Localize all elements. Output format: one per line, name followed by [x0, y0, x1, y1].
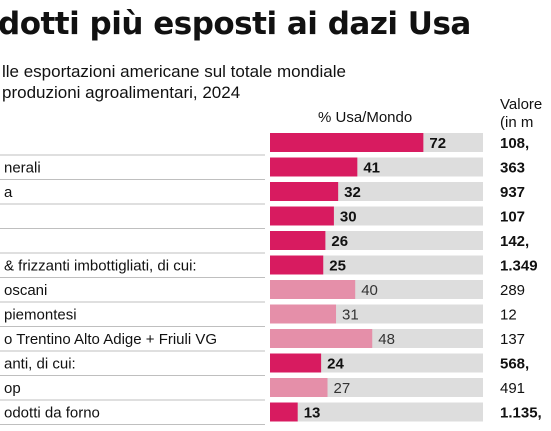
export-value: 491 [500, 380, 525, 397]
category-label: piemontesi [4, 307, 77, 324]
export-value: 108, [500, 135, 529, 152]
category-label: oscani [4, 282, 47, 299]
category-label: op [4, 380, 21, 397]
bar-value-label: 41 [363, 160, 380, 177]
bar-track [270, 402, 483, 422]
bar-value-label: 25 [329, 258, 346, 275]
percent-column-header: % Usa/Mondo [318, 109, 413, 126]
export-value: 568, [500, 356, 529, 373]
export-value: 363 [500, 160, 525, 177]
export-value: 289 [500, 282, 525, 299]
bar [270, 280, 356, 299]
bar [270, 231, 326, 250]
bar-value-label: 26 [331, 233, 348, 250]
value-column-header-line-2: (in m [500, 114, 534, 131]
bar-value-label: 27 [334, 380, 351, 397]
category-label: anti, di cui: [4, 356, 76, 373]
bar [270, 206, 334, 226]
export-value: 142, [500, 233, 529, 250]
category-label: & frizzanti imbottigliati, di cui: [4, 258, 197, 275]
subtitle-line-1: lle esportazioni americane sul totale mo… [2, 62, 346, 81]
value-column-header-line-1: Valore [500, 96, 543, 113]
bar-value-label: 72 [429, 135, 446, 152]
chart-subtitle: lle esportazioni americane sul totale mo… [2, 61, 346, 103]
bar [270, 304, 337, 324]
bar [270, 378, 328, 397]
bar-value-label: 24 [327, 356, 344, 373]
value-column-header: Valore (in m [500, 96, 542, 132]
bar-value-label: 40 [361, 282, 378, 299]
export-value: 1.135, [500, 405, 542, 422]
bar-value-label: 30 [340, 209, 357, 226]
bar-value-label: 31 [342, 307, 359, 324]
export-value: 137 [500, 331, 525, 348]
subtitle-line-2: produzioni agroalimentari, 2024 [2, 83, 241, 102]
bar-track [270, 353, 483, 373]
bar [270, 402, 298, 422]
export-value: 1.349 [500, 258, 538, 275]
bar [270, 157, 358, 177]
bar [270, 329, 373, 348]
category-label: o Trentino Alto Adige + Friuli VG [4, 331, 217, 348]
bar-value-label: 32 [344, 184, 361, 201]
category-label: odotti da forno [4, 405, 100, 422]
bar [270, 255, 324, 275]
chart-title: dotti più esposti ai dazi Usa [0, 6, 471, 42]
bar-value-label: 13 [304, 405, 321, 422]
export-value: 12 [500, 307, 517, 324]
bar [270, 133, 424, 152]
bar [270, 353, 322, 373]
category-label: a [4, 184, 13, 201]
export-value: 937 [500, 184, 525, 201]
export-value: 107 [500, 209, 525, 226]
bar [270, 182, 339, 201]
category-label: nerali [4, 160, 41, 177]
bar-value-label: 48 [378, 331, 395, 348]
